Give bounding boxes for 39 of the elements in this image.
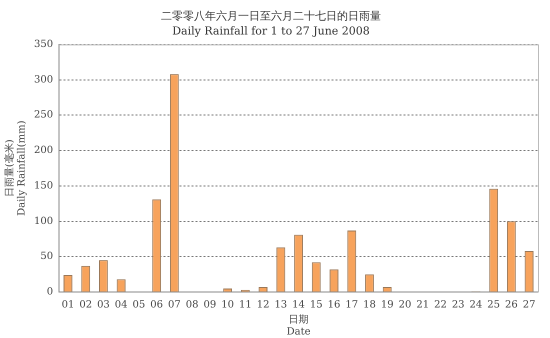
chart-title: 二零零八年六月一日至六月二十七日的日雨量 [161, 9, 381, 22]
x-tick-label: 07 [168, 300, 181, 311]
x-tick-label: 25 [487, 300, 500, 311]
x-tick-label: 18 [363, 300, 376, 311]
x-tick-label: 22 [434, 300, 447, 311]
x-tick-label: 02 [79, 300, 92, 311]
x-tick-label: 21 [416, 300, 430, 311]
x-tick-label: 12 [256, 300, 270, 311]
x-axis-title: 日期 Date [286, 314, 311, 338]
x-tick-label: 03 [97, 300, 110, 311]
x-tick-label: 11 [238, 300, 252, 311]
x-tick-label: 20 [398, 300, 412, 311]
y-tick-label: 100 [34, 216, 54, 227]
x-tick-label: 13 [274, 300, 288, 311]
y-tick-label: 150 [34, 180, 54, 192]
x-tick-label: 27 [522, 300, 536, 311]
x-tick-label: 09 [203, 300, 216, 311]
y-tick-label: 300 [34, 74, 54, 86]
y-tick-label: 200 [34, 145, 54, 156]
x-tick-label: 15 [310, 300, 323, 311]
y-tick-label: 0 [46, 286, 54, 298]
y-tick-label: 50 [40, 251, 54, 262]
x-tick-label: 23 [452, 300, 465, 311]
x-tick-label: 24 [470, 300, 482, 311]
chart-subtitle: Daily Rainfall for 1 to 27 June 2008 [172, 24, 370, 38]
x-tick-label: 04 [114, 300, 128, 311]
y-tick-label: 250 [34, 110, 54, 121]
y-tick-label: 350 [34, 38, 54, 50]
x-tick-label: 26 [505, 300, 518, 311]
x-tick-label: 19 [380, 300, 394, 311]
x-tick-label: 16 [328, 300, 340, 311]
x-tick-label: 08 [186, 300, 198, 311]
x-tick-label: 17 [345, 300, 358, 311]
y-axis-title: 日雨量(毫米) Daily Rainfall(mm) [4, 120, 28, 216]
x-tick-label: 01 [62, 300, 74, 311]
x-tick-label: 10 [221, 300, 234, 311]
x-tick-label: 06 [150, 300, 164, 311]
x-tick-label: 14 [292, 300, 305, 311]
x-tick-label: 05 [132, 300, 146, 311]
